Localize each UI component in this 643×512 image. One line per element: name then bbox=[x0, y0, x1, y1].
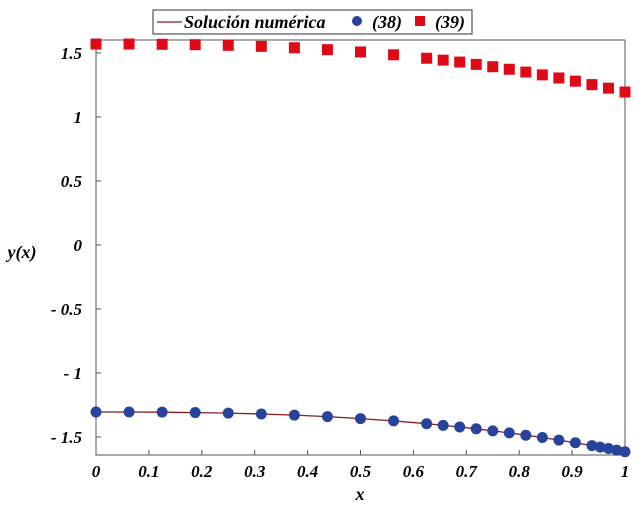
data-point-38 bbox=[321, 411, 333, 423]
data-point-39 bbox=[355, 46, 366, 58]
legend-label-numerical: Solución numérica bbox=[184, 12, 326, 32]
data-point-39 bbox=[156, 38, 168, 50]
data-point-39 bbox=[470, 58, 482, 70]
data-point-38 bbox=[586, 440, 598, 452]
x-tick-label: 0.5 bbox=[350, 462, 372, 481]
data-point-38 bbox=[536, 432, 548, 444]
y-tick-label: - 1 bbox=[64, 364, 82, 383]
y-tick-label: - 1.5 bbox=[51, 428, 83, 447]
data-point-39 bbox=[288, 42, 300, 54]
data-point-38 bbox=[123, 406, 135, 418]
data-point-38 bbox=[437, 419, 449, 431]
data-point-39 bbox=[90, 38, 102, 50]
y-tick-label: 1.5 bbox=[61, 44, 83, 63]
x-tick-label: 0.2 bbox=[191, 462, 213, 481]
data-point-38 bbox=[611, 444, 623, 456]
marks bbox=[90, 38, 631, 458]
x-tick-label: 0.8 bbox=[509, 462, 531, 481]
data-point-39 bbox=[619, 86, 631, 98]
data-point-39 bbox=[388, 49, 400, 61]
data-point-38 bbox=[553, 434, 565, 446]
data-point-39 bbox=[536, 69, 548, 81]
data-point-38 bbox=[90, 406, 102, 418]
data-point-39 bbox=[569, 75, 581, 87]
data-point-38 bbox=[288, 409, 300, 421]
plot-frame bbox=[95, 39, 626, 456]
data-point-39 bbox=[321, 44, 333, 56]
x-tick-label: 0.9 bbox=[561, 462, 583, 481]
y-tick-label: 0 bbox=[74, 236, 83, 255]
data-point-39 bbox=[586, 79, 598, 91]
y-tick-label: 1 bbox=[74, 108, 83, 127]
data-point-38 bbox=[520, 429, 532, 441]
legend-circle-swatch bbox=[352, 16, 362, 26]
data-point-38 bbox=[388, 415, 400, 427]
x-tick-label: 0.7 bbox=[456, 462, 479, 481]
legend-square-swatch bbox=[415, 16, 425, 26]
data-point-38 bbox=[421, 418, 433, 430]
x-tick-label: 0.1 bbox=[138, 462, 159, 481]
data-point-39 bbox=[553, 72, 565, 84]
x-tick-label: 0.4 bbox=[297, 462, 318, 481]
data-point-39 bbox=[503, 63, 515, 75]
data-point-38 bbox=[569, 437, 581, 449]
axes: 0 0.1 0.2 0.3 0.4 0.5 0.6 0.7 0.8 0.9 1 1.5 1 0.5 0 - 0… bbox=[51, 39, 630, 481]
data-point-39 bbox=[123, 38, 135, 50]
data-point-39 bbox=[189, 39, 201, 51]
data-point-39 bbox=[437, 54, 449, 66]
x-tick-label: 0 bbox=[92, 462, 101, 481]
data-point-39 bbox=[454, 56, 466, 68]
data-point-38 bbox=[454, 421, 466, 433]
y-tick-label: 0.5 bbox=[61, 172, 83, 191]
y-tick-label: - 0.5 bbox=[51, 300, 83, 319]
data-point-39 bbox=[602, 82, 614, 94]
x-tick-label: 0.3 bbox=[244, 462, 266, 481]
data-point-38 bbox=[355, 413, 366, 425]
data-point-39 bbox=[487, 61, 499, 73]
x-axis-label: x bbox=[355, 484, 365, 504]
data-point-38 bbox=[503, 427, 515, 439]
data-point-39 bbox=[222, 39, 234, 51]
data-point-38 bbox=[619, 446, 631, 458]
data-point-38 bbox=[602, 443, 614, 455]
data-point-38 bbox=[222, 407, 234, 419]
data-point-39 bbox=[421, 52, 433, 64]
data-point-39 bbox=[255, 40, 267, 52]
data-point-38 bbox=[487, 425, 499, 437]
data-point-38 bbox=[594, 441, 606, 453]
data-point-39 bbox=[520, 66, 532, 78]
data-point-38 bbox=[189, 407, 201, 419]
y-axis-label: y(x) bbox=[6, 242, 37, 263]
legend-label-38: (38) bbox=[372, 12, 402, 33]
legend-label-39: (39) bbox=[435, 12, 465, 33]
data-point-38 bbox=[470, 423, 482, 435]
legend: Solución numérica (38) (39) bbox=[152, 9, 473, 35]
x-tick-label: 0.6 bbox=[403, 462, 425, 481]
x-tick-label: 1 bbox=[621, 462, 630, 481]
data-point-38 bbox=[255, 408, 267, 420]
data-point-38 bbox=[156, 406, 168, 418]
